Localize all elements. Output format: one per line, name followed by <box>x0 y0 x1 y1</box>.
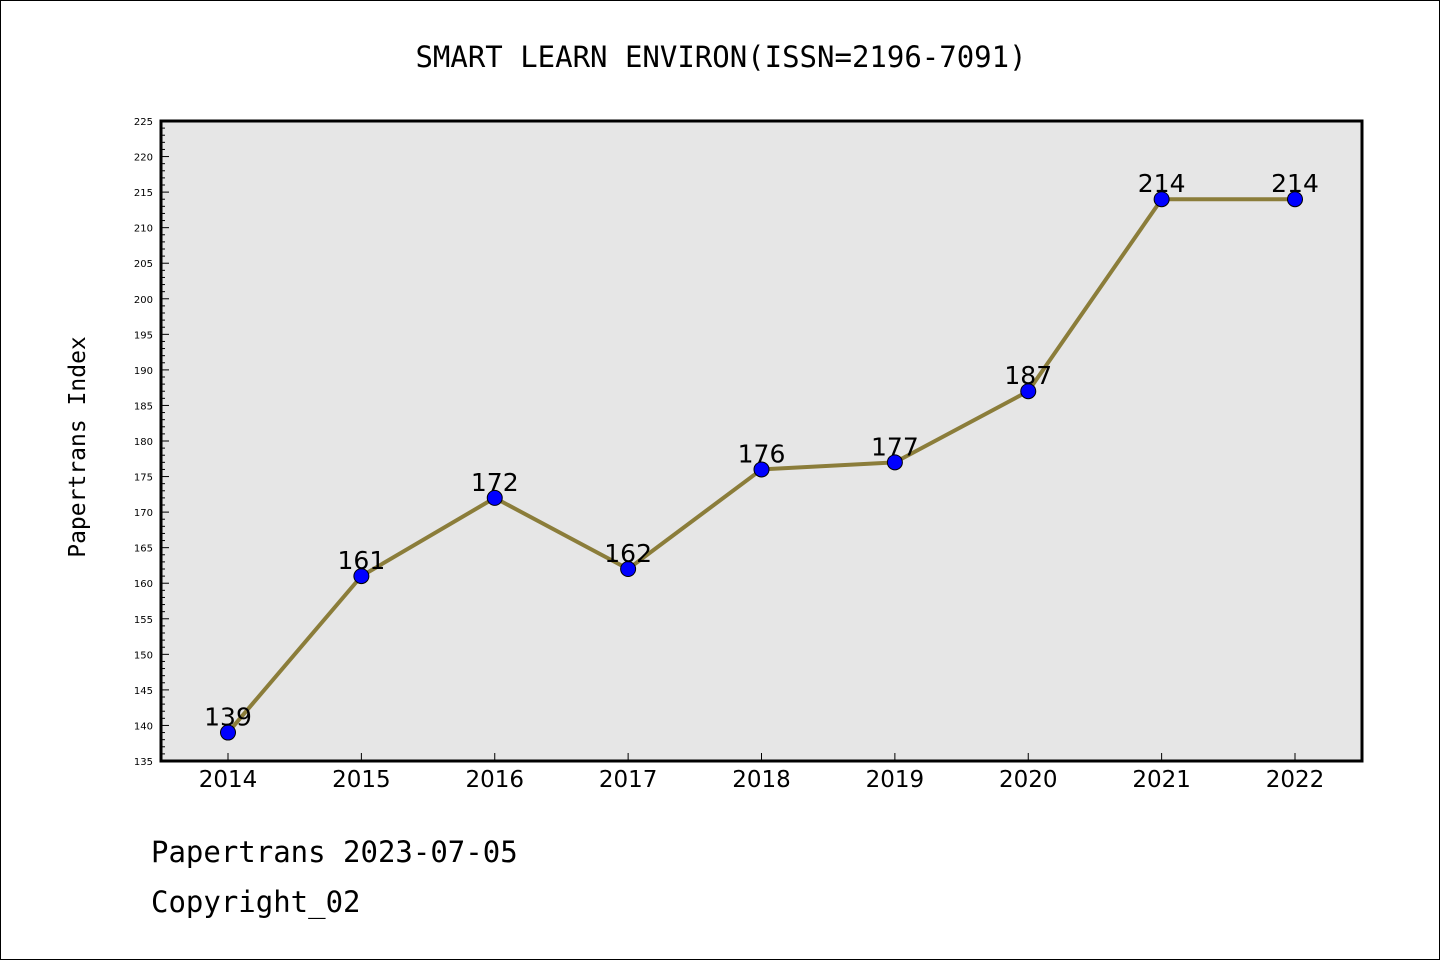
y-tick-label: 170 <box>134 508 153 519</box>
data-labels: 139 161 172 162 176 177 187 214 214 <box>204 169 1319 731</box>
data-point-marker <box>753 461 770 478</box>
data-label: 214 <box>1271 169 1319 198</box>
y-tick-label: 145 <box>134 686 153 697</box>
y-tick-label: 210 <box>134 224 153 235</box>
y-tick-label: 195 <box>134 330 153 341</box>
y-tick-label: 205 <box>134 259 153 270</box>
y-axis-ticks: 135 140 145 150 155 160 165 170 175 180 185 190 195 2… <box>134 117 169 768</box>
x-tick-label: 2014 <box>199 767 258 793</box>
y-tick-label: 175 <box>134 473 153 484</box>
data-label: 162 <box>604 539 652 568</box>
data-point-marker <box>486 489 503 506</box>
x-tick-label: 2017 <box>599 767 658 793</box>
y-tick-label: 165 <box>134 544 153 555</box>
x-tick-label: 2021 <box>1132 767 1191 793</box>
y-tick-label: 150 <box>134 650 153 661</box>
y-tick-label: 200 <box>134 295 153 306</box>
plot-border <box>159 119 1364 763</box>
data-label: 187 <box>1004 361 1052 390</box>
x-tick-label: 2022 <box>1266 767 1325 793</box>
footer-source: Papertrans 2023-07-05 <box>151 835 518 869</box>
plot-area <box>161 121 1362 761</box>
data-point-marker <box>1287 191 1303 208</box>
data-markers <box>220 191 1303 741</box>
data-label: 139 <box>204 703 252 732</box>
data-point-marker <box>620 561 637 577</box>
data-point-marker <box>1153 191 1170 208</box>
y-tick-label: 185 <box>134 401 153 412</box>
x-tick-label: 2020 <box>999 767 1058 793</box>
footer-copyright: Copyright_02 <box>151 885 361 919</box>
y-tick-label: 190 <box>134 366 153 377</box>
data-label: 176 <box>738 439 786 468</box>
y-tick-label: 140 <box>134 721 153 732</box>
x-tick-label: 2016 <box>465 767 524 793</box>
data-point-marker <box>220 724 236 741</box>
y-tick-label: 155 <box>134 615 153 626</box>
data-point-marker <box>886 454 903 471</box>
data-label: 177 <box>871 432 919 461</box>
y-tick-label: 220 <box>134 153 153 164</box>
y-tick-label: 160 <box>134 579 153 590</box>
data-label: 161 <box>338 546 386 575</box>
y-tick-label: 225 <box>134 117 153 128</box>
x-tick-label: 2015 <box>332 767 391 793</box>
x-tick-label: 2019 <box>866 767 925 793</box>
data-point-marker <box>1020 383 1037 400</box>
y-tick-label: 135 <box>134 757 153 768</box>
y-tick-label: 180 <box>134 437 153 448</box>
x-tick-label: 2018 <box>732 767 791 793</box>
y-tick-label: 215 <box>134 188 153 199</box>
data-label: 172 <box>471 468 519 497</box>
data-point-marker <box>353 568 370 585</box>
x-axis-ticks: 2014 2015 2016 2017 2018 2019 2020 2021 2022 <box>199 753 1325 793</box>
y-axis-label: Papertrans Index <box>65 336 91 558</box>
chart-title: SMART LEARN ENVIRON(ISSN=2196-7091) <box>415 40 1026 74</box>
data-label: 214 <box>1138 169 1186 198</box>
